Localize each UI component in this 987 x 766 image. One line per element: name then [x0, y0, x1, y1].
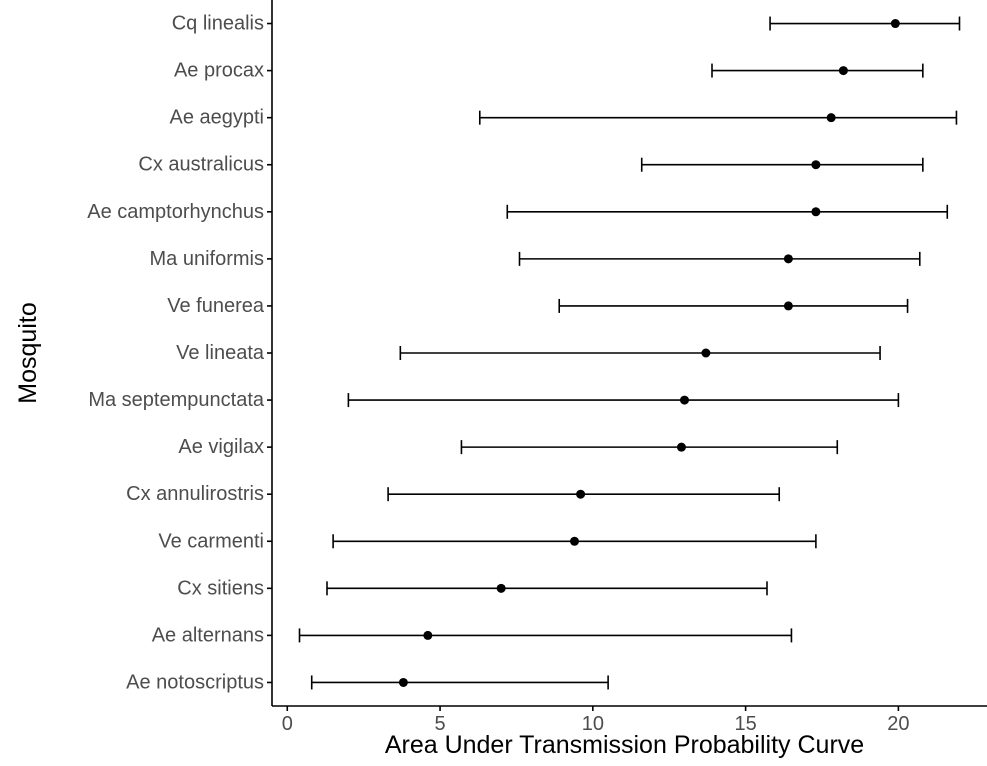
- y-tick-label: Ve carmenti: [158, 530, 264, 552]
- data-point: [826, 113, 836, 123]
- data-point: [576, 489, 586, 499]
- x-tick-label: 15: [734, 713, 756, 735]
- y-tick-label: Ae procax: [174, 60, 264, 82]
- data-point: [680, 395, 689, 405]
- data-point: [783, 254, 793, 264]
- data-point: [570, 536, 579, 546]
- x-axis-ticks: 0 5 10 15 20: [282, 706, 910, 735]
- y-tick-label: Ae alternans: [152, 624, 264, 646]
- data-point: [838, 66, 848, 76]
- data-point: [783, 301, 793, 311]
- y-tick-label: Cx sitiens: [177, 577, 264, 599]
- y-tick-label: Ae notoscriptus: [126, 671, 264, 693]
- x-tick-label: 5: [434, 713, 445, 735]
- data-point: [811, 160, 821, 170]
- y-tick-label: Ae vigilax: [178, 436, 264, 458]
- data-point: [398, 677, 408, 687]
- y-tick-label: Ma uniformis: [150, 248, 264, 270]
- y-tick-label: Ve lineata: [176, 342, 265, 364]
- y-tick-label: Ma septempunctata: [88, 389, 265, 411]
- y-axis-ticks: Cq linealis Ae procax Ae aegypti Cx austral…: [87, 13, 272, 693]
- y-axis-title: Mosquito: [14, 302, 42, 403]
- y-tick-label: Cq linealis: [172, 13, 264, 35]
- data-point: [701, 348, 711, 358]
- x-tick-label: 20: [887, 713, 909, 735]
- data-point: [423, 630, 433, 640]
- y-tick-label: Ae camptorhynchus: [87, 201, 264, 223]
- plot-area: [298, 16, 961, 690]
- y-tick-label: Cx annulirostris: [126, 483, 264, 505]
- x-tick-label: 0: [282, 713, 293, 735]
- x-axis-title: Area Under Transmission Probability Curv…: [385, 731, 864, 759]
- data-point: [496, 583, 506, 593]
- data-point: [890, 19, 900, 29]
- data-point: [676, 442, 686, 452]
- data-point: [811, 207, 821, 217]
- y-tick-label: Ve funerea: [167, 295, 265, 317]
- x-tick-label: 10: [582, 713, 604, 735]
- y-tick-label: Cx australicus: [138, 154, 264, 176]
- y-tick-label: Ae aegypti: [169, 107, 264, 129]
